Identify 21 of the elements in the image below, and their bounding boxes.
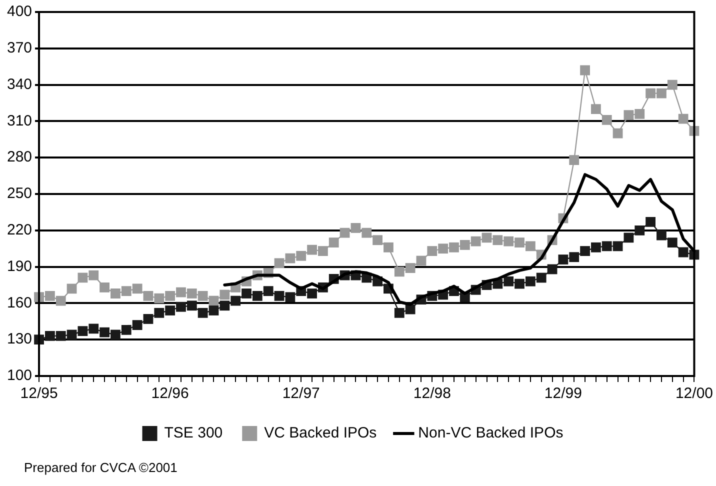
legend-label: VC Backed IPOs (264, 424, 377, 442)
x-tick-label: 12/97 (282, 385, 320, 402)
y-tick-label: 340 (6, 76, 32, 93)
x-tick-label: 12/96 (151, 385, 189, 402)
y-tick-label: 190 (6, 258, 32, 275)
x-tick-label: 12/00 (675, 385, 714, 402)
y-tick-label: 400 (6, 3, 32, 20)
y-tick-label: 100 (6, 367, 32, 384)
y-tick-label: 220 (6, 222, 32, 239)
legend-label: Non-VC Backed IPOs (418, 424, 564, 442)
y-tick-label: 310 (6, 112, 32, 130)
y-tick-label: 250 (6, 185, 32, 202)
x-tick-label: 12/98 (413, 385, 451, 402)
text: Prepared for CVCA ©2001 (24, 460, 178, 475)
y-tick-label: 130 (6, 330, 32, 348)
y-tick-label: 280 (6, 148, 32, 166)
x-tick-label: 12/99 (544, 385, 582, 402)
y-tick-label: 160 (6, 294, 32, 312)
y-tick-label: 370 (6, 40, 32, 57)
x-tick-label: 12/95 (20, 385, 58, 402)
legend-label: TSE 300 (164, 424, 223, 442)
